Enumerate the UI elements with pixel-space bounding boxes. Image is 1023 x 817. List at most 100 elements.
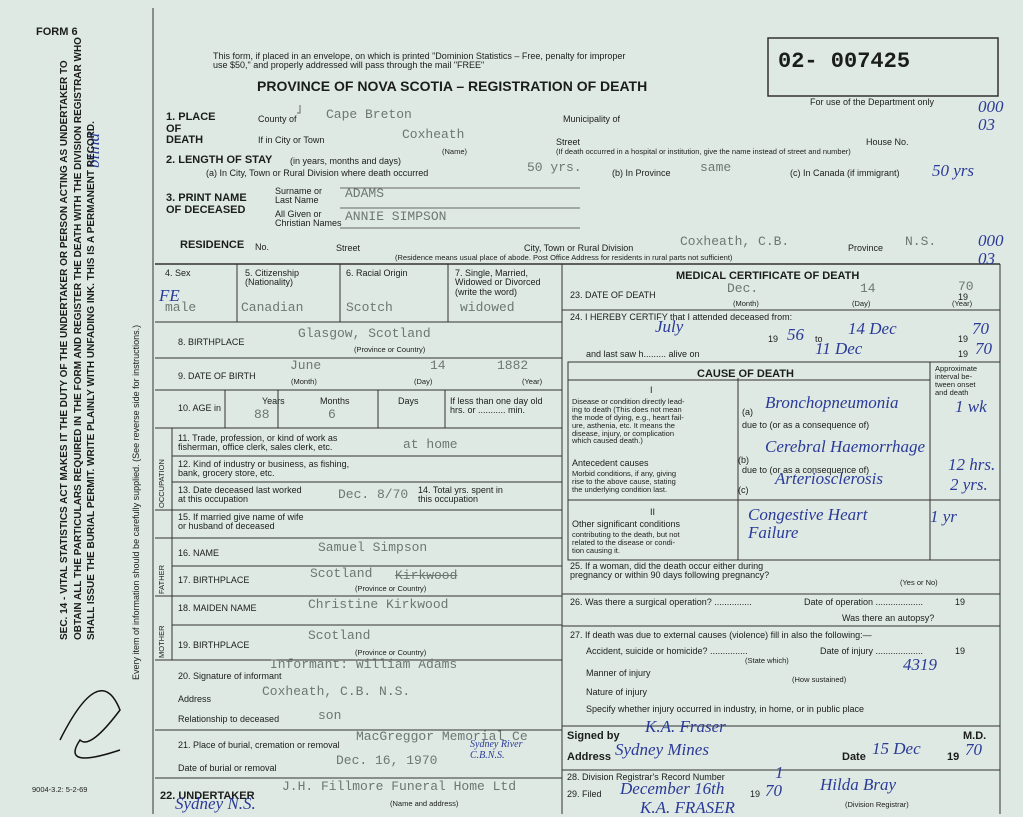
place-note: Sydney River C.B.N.S. [470, 739, 523, 761]
other: Congestive Heart Failure [748, 505, 868, 542]
status-label: 7. Single, Married, Widowed or Divorced … [455, 268, 541, 297]
q27-manner: Manner of injury [586, 668, 651, 678]
section: FATHER [157, 564, 166, 594]
hospital-note: (If death occurred in a hospital or inst… [556, 147, 851, 156]
label: 2. LENGTH OF STAY [166, 154, 273, 166]
death-day: 14 [860, 281, 876, 296]
century: 19 [750, 789, 761, 799]
months: 6 [328, 407, 336, 422]
birthplace: Scotland [308, 628, 371, 643]
month-hint: (Month) [733, 299, 759, 308]
last-century: 19 [958, 349, 969, 359]
q27-nature: Nature of injury [586, 687, 648, 697]
title: CAUSE OF DEATH [697, 368, 794, 380]
years: 88 [254, 407, 270, 422]
to-label: to [815, 334, 823, 344]
sex: male [165, 300, 197, 315]
role: (Division Registrar) [845, 800, 909, 809]
label: 15. If married give name of wife or husb… [178, 512, 304, 532]
province-label: Province [848, 243, 884, 253]
day-hint: (Day) [852, 299, 871, 308]
signature: Informant: William Adams [270, 657, 458, 672]
q26-date: Date of operation ................... [804, 597, 924, 607]
birthplace: Scotland [310, 566, 373, 581]
province: N.S. [905, 234, 937, 249]
b: Cerebral Haemorrhage [765, 437, 926, 456]
stamp: K.A. FRASER [640, 798, 735, 817]
q27-date: Date of injury ................... [820, 646, 924, 656]
place-label: 21. Place of burial, cremation or remova… [178, 740, 340, 750]
hint: (Name and address) [390, 799, 459, 808]
b: same [700, 160, 732, 175]
note: (Residence means usual place of abode. P… [395, 253, 733, 262]
name: Hilda Bray [820, 775, 897, 794]
from-century: 19 [768, 334, 779, 344]
sex-label: 4. Sex [165, 268, 191, 278]
death-year: 70 [958, 279, 974, 294]
last-year: 70 [975, 339, 992, 358]
part1: I [650, 385, 653, 395]
date-label: Date [842, 751, 866, 763]
municipality-label: Municipality of [563, 114, 621, 124]
q26: 26. Was there a surgical operation? ....… [570, 597, 752, 607]
county: Cape Breton [326, 107, 412, 122]
address: Coxheath, C.B. N.S. [262, 684, 411, 699]
q26-century: 19 [955, 597, 966, 607]
name: Samuel Simpson [318, 540, 428, 555]
racial: Scotch [346, 300, 393, 315]
sex-note: FE [159, 286, 180, 305]
label-hint: (in years, months and days) [290, 156, 402, 166]
birthplace-hint: (Province or Country) [354, 345, 426, 354]
other-text: contributing to the death, but not relat… [572, 530, 680, 555]
label: 3. PRINT NAME OF DECEASED [166, 192, 247, 216]
q27-manner-value: 4319 [903, 655, 937, 674]
name-label: 18. MAIDEN NAME [178, 603, 257, 613]
to: 14 Dec [848, 319, 897, 338]
c-interval: 2 yrs. [950, 475, 988, 494]
a: Bronchopneumonia [765, 393, 899, 412]
c: 50 yrs [932, 161, 975, 180]
last-label: and last saw h......... alive on [586, 349, 700, 359]
record: 1 [775, 763, 784, 782]
record-label: 28. Division Registrar's Record Number [567, 772, 725, 782]
birthplace-label: 17. BIRTHPLACE [178, 575, 250, 585]
q27-specify: Specify whether injury occurred in indus… [586, 704, 864, 714]
label: 22. UNDERTAKER [160, 790, 255, 802]
dob-year: 1882 [497, 358, 529, 373]
given: ANNIE SIMPSON [345, 209, 447, 224]
section: MOTHER [157, 625, 166, 659]
date: 15 Dec [872, 739, 921, 758]
registration-number: 02- 007425 [778, 49, 911, 74]
name: Christine Kirkwood [308, 597, 449, 612]
b-label: (b) In Province [612, 168, 671, 178]
form: FORM 6 [36, 26, 78, 38]
date-label: Date of burial or removal [178, 763, 277, 773]
signed: K.A. Fraser [645, 717, 726, 736]
street-label: Street [556, 137, 581, 147]
year-hint: (Year) [522, 377, 543, 386]
q27-how: (How sustained) [792, 675, 847, 684]
filed: December 16th [620, 779, 725, 798]
street-label: Street [336, 243, 361, 253]
last: 11 Dec [815, 339, 863, 358]
death-month: Dec. [727, 281, 759, 296]
year-hint: (Year) [952, 299, 973, 308]
house-label: House No. [866, 137, 909, 147]
q26-autopsy: Was there an autopsy? [842, 613, 935, 623]
md: M.D. [963, 730, 987, 742]
certify-label: 24. I HEREBY CERTIFY that I attended dec… [570, 312, 793, 322]
name-hint: (Name) [442, 147, 468, 156]
relationship-label: Relationship to deceased [178, 714, 280, 724]
trade: at home [403, 437, 458, 452]
birthplace: Glasgow, Scotland [298, 326, 431, 341]
to-century: 19 [958, 334, 969, 344]
day-hint: (Day) [414, 377, 433, 386]
birthplace-label: 19. BIRTHPLACE [178, 640, 250, 650]
trade-label: 11. Trade, profession, or kind of work a… [178, 433, 338, 453]
label: RESIDENCE [180, 239, 245, 251]
name: J.H. Fillmore Funeral Home Ltd [282, 779, 517, 794]
citizenship: Canadian [241, 300, 304, 315]
b-interval: 12 hrs. [948, 455, 996, 474]
